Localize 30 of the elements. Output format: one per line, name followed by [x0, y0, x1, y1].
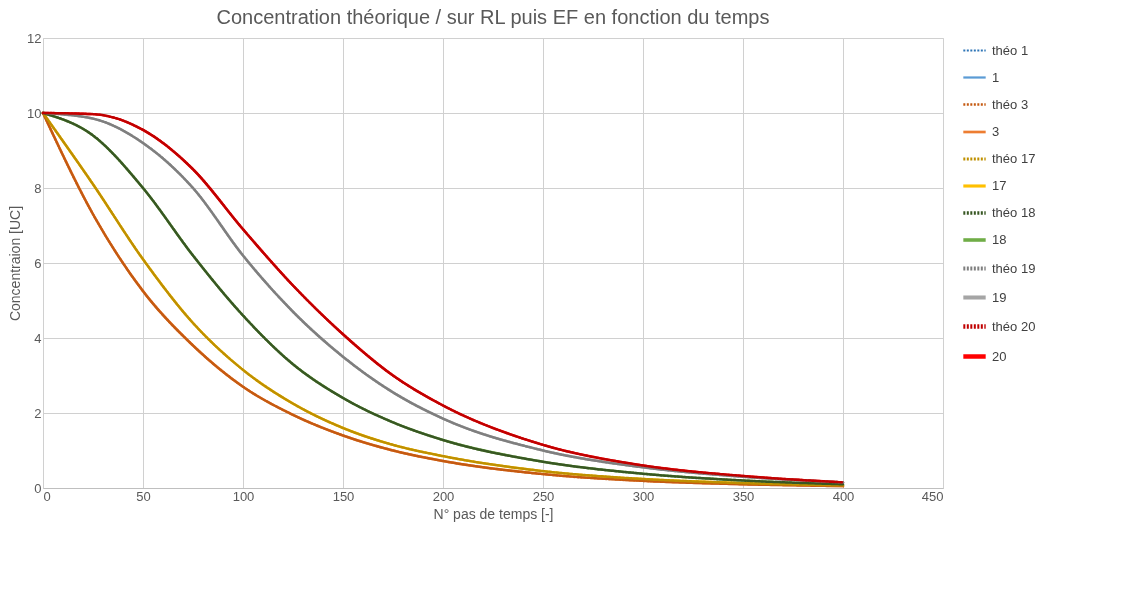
legend-label: 17	[992, 178, 1007, 193]
y-tick-label: 4	[34, 330, 42, 346]
legend-label: théo 18	[992, 205, 1036, 220]
x-tick-label: 50	[136, 488, 151, 504]
legend-label: 1	[992, 69, 1000, 85]
y-tick-label: 8	[34, 180, 42, 196]
legend-label: théo 19	[992, 260, 1036, 276]
x-tick-label: 450	[921, 488, 944, 504]
legend-label: théo 3	[992, 96, 1029, 112]
legend-label: 19	[992, 289, 1007, 305]
chart-title: Concentration théorique / sur RL puis EF en fonction du temps	[216, 6, 770, 28]
x-tick-label: 150	[332, 488, 355, 504]
x-tick-label: 250	[532, 488, 555, 504]
y-tick-label: 12	[27, 30, 42, 46]
y-tick-label: 2	[34, 405, 42, 421]
x-axis-title: N° pas de temps [-]	[433, 505, 554, 522]
legend-label: 18	[992, 232, 1007, 247]
x-tick-label: 200	[432, 488, 455, 504]
x-tick-label: 350	[732, 488, 755, 504]
y-axis-title: Concentraion [UC]	[7, 205, 24, 322]
legend-label: théo 17	[992, 151, 1036, 166]
y-tick-label: 6	[34, 255, 42, 271]
y-tick-label: 10	[27, 105, 42, 121]
legend-label: théo 1	[992, 42, 1029, 58]
legend-label: théo 20	[992, 318, 1036, 334]
x-tick-label: 300	[632, 488, 655, 504]
legend-label: 3	[992, 124, 1000, 139]
x-tick-label: 400	[832, 488, 855, 504]
legend-label: 20	[992, 348, 1007, 364]
x-tick-label: 100	[232, 488, 255, 504]
